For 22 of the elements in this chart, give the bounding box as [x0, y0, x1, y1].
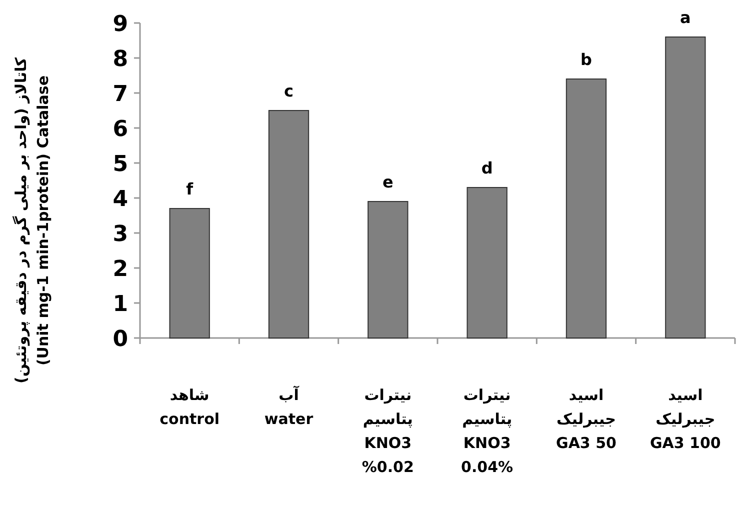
bar [169, 208, 210, 338]
bar [268, 110, 310, 338]
bar [466, 187, 508, 338]
annotation: d [481, 158, 493, 178]
bar [665, 36, 706, 338]
y-tick-label: 7 [112, 82, 128, 107]
y-tick-label: 5 [112, 152, 128, 177]
y-tick-label: 8 [112, 47, 128, 72]
y-tick-label: 1 [112, 292, 128, 317]
y-tick-label: 4 [112, 187, 128, 212]
annotation: e [382, 172, 394, 192]
bar [566, 78, 607, 338]
y-tick-label: 6 [112, 117, 128, 142]
y-tick-label: 3 [112, 222, 128, 247]
annotation: c [284, 82, 294, 100]
annotation: b [580, 50, 592, 69]
annotation: a [680, 8, 691, 27]
bar [368, 201, 408, 338]
y-tick-label: 2 [112, 257, 128, 282]
y-tick-label: 0 [112, 327, 128, 352]
y-tick-label: 9 [112, 12, 128, 37]
annotation: f [186, 180, 194, 198]
